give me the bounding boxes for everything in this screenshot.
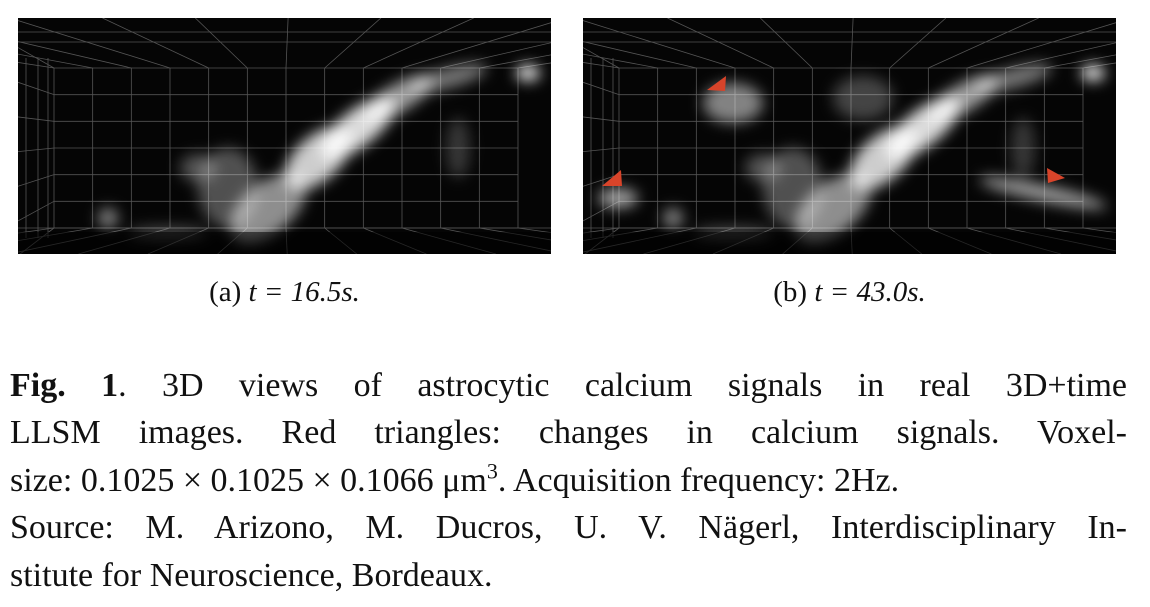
grid-line <box>401 22 551 69</box>
figure-image <box>583 18 1116 254</box>
subfigure-math: t = 16.5s. <box>248 276 360 308</box>
caption-text: stitute for Neuroscience, Bordeaux. <box>10 557 493 594</box>
grid-line <box>324 18 382 69</box>
grid-line <box>928 18 1039 69</box>
red-triangle <box>707 76 726 91</box>
caption-math: 0.1025 × 0.1025 × 0.1066 μm <box>80 462 487 499</box>
caption-text: size: <box>10 462 81 499</box>
grid-line <box>583 20 736 69</box>
signal-blob <box>1011 118 1035 178</box>
grid-line <box>440 42 551 69</box>
grid-line <box>285 18 289 69</box>
caption-text: . Acquisition frequency: 2Hz. <box>497 462 900 499</box>
signal-blob <box>98 208 118 228</box>
grid-line <box>889 18 947 69</box>
red-triangle <box>602 170 622 186</box>
caption-line: Fig. 1. 3D views of astrocytic calcium s… <box>10 362 1127 409</box>
signal-blob <box>745 154 781 182</box>
signal-blob <box>663 208 683 228</box>
caption-line: stitute for Neuroscience, Bordeaux. <box>10 552 1127 599</box>
signal-blob <box>979 177 1107 209</box>
signal-blob <box>180 154 216 182</box>
figure-label: Fig. 1 <box>10 367 119 404</box>
grid-line <box>102 18 209 69</box>
signal-blob <box>1081 65 1105 81</box>
subfigure-caption: (a) t = 16.5s. <box>18 276 551 309</box>
grid-line <box>850 18 854 69</box>
caption-text: Source: M. Arizono, M. Ducros, U. V. Näg… <box>10 509 1127 546</box>
caption-line: size: 0.1025 × 0.1025 × 0.1066 μm3. Acqu… <box>10 457 899 504</box>
caption-line: Source: M. Arizono, M. Ducros, U. V. Näg… <box>10 504 1127 551</box>
subfigure-label: (b) <box>773 276 808 308</box>
subfigure-caption: (b) t = 43.0s. <box>583 276 1116 309</box>
grid-line <box>966 22 1116 69</box>
grid-line <box>1005 42 1116 69</box>
signal-blob <box>446 118 470 178</box>
caption-sup: 3 <box>486 458 498 484</box>
floor <box>18 232 551 254</box>
signal-blob <box>409 63 487 93</box>
grid-line <box>18 20 171 69</box>
figure-image <box>18 18 551 254</box>
subfigure-label: (a) <box>209 276 242 308</box>
grid-line <box>363 18 474 69</box>
signal-blob <box>833 76 893 120</box>
grid-line <box>583 41 697 69</box>
caption-text: LLSM images. Red triangles: changes in c… <box>10 414 1127 451</box>
signal <box>598 63 1107 243</box>
grid-line <box>667 18 774 69</box>
grid-line <box>18 41 132 69</box>
caption-line: LLSM images. Red triangles: changes in c… <box>10 409 1127 456</box>
signal-blob <box>703 83 763 123</box>
red-triangle <box>1047 168 1065 183</box>
grid-line <box>195 18 248 69</box>
caption-text: . 3D views of astrocytic calcium signals… <box>118 367 1128 404</box>
signal-blob <box>794 173 872 243</box>
floor <box>583 232 1116 254</box>
subfigure-math: t = 43.0s. <box>814 276 926 308</box>
grid-line <box>1044 54 1116 69</box>
signal-blob <box>229 173 307 243</box>
signal-blob <box>974 63 1052 93</box>
grid-line <box>760 18 813 69</box>
signal-blob <box>516 65 540 81</box>
signal-blob <box>598 188 638 208</box>
grid-line <box>479 54 551 69</box>
